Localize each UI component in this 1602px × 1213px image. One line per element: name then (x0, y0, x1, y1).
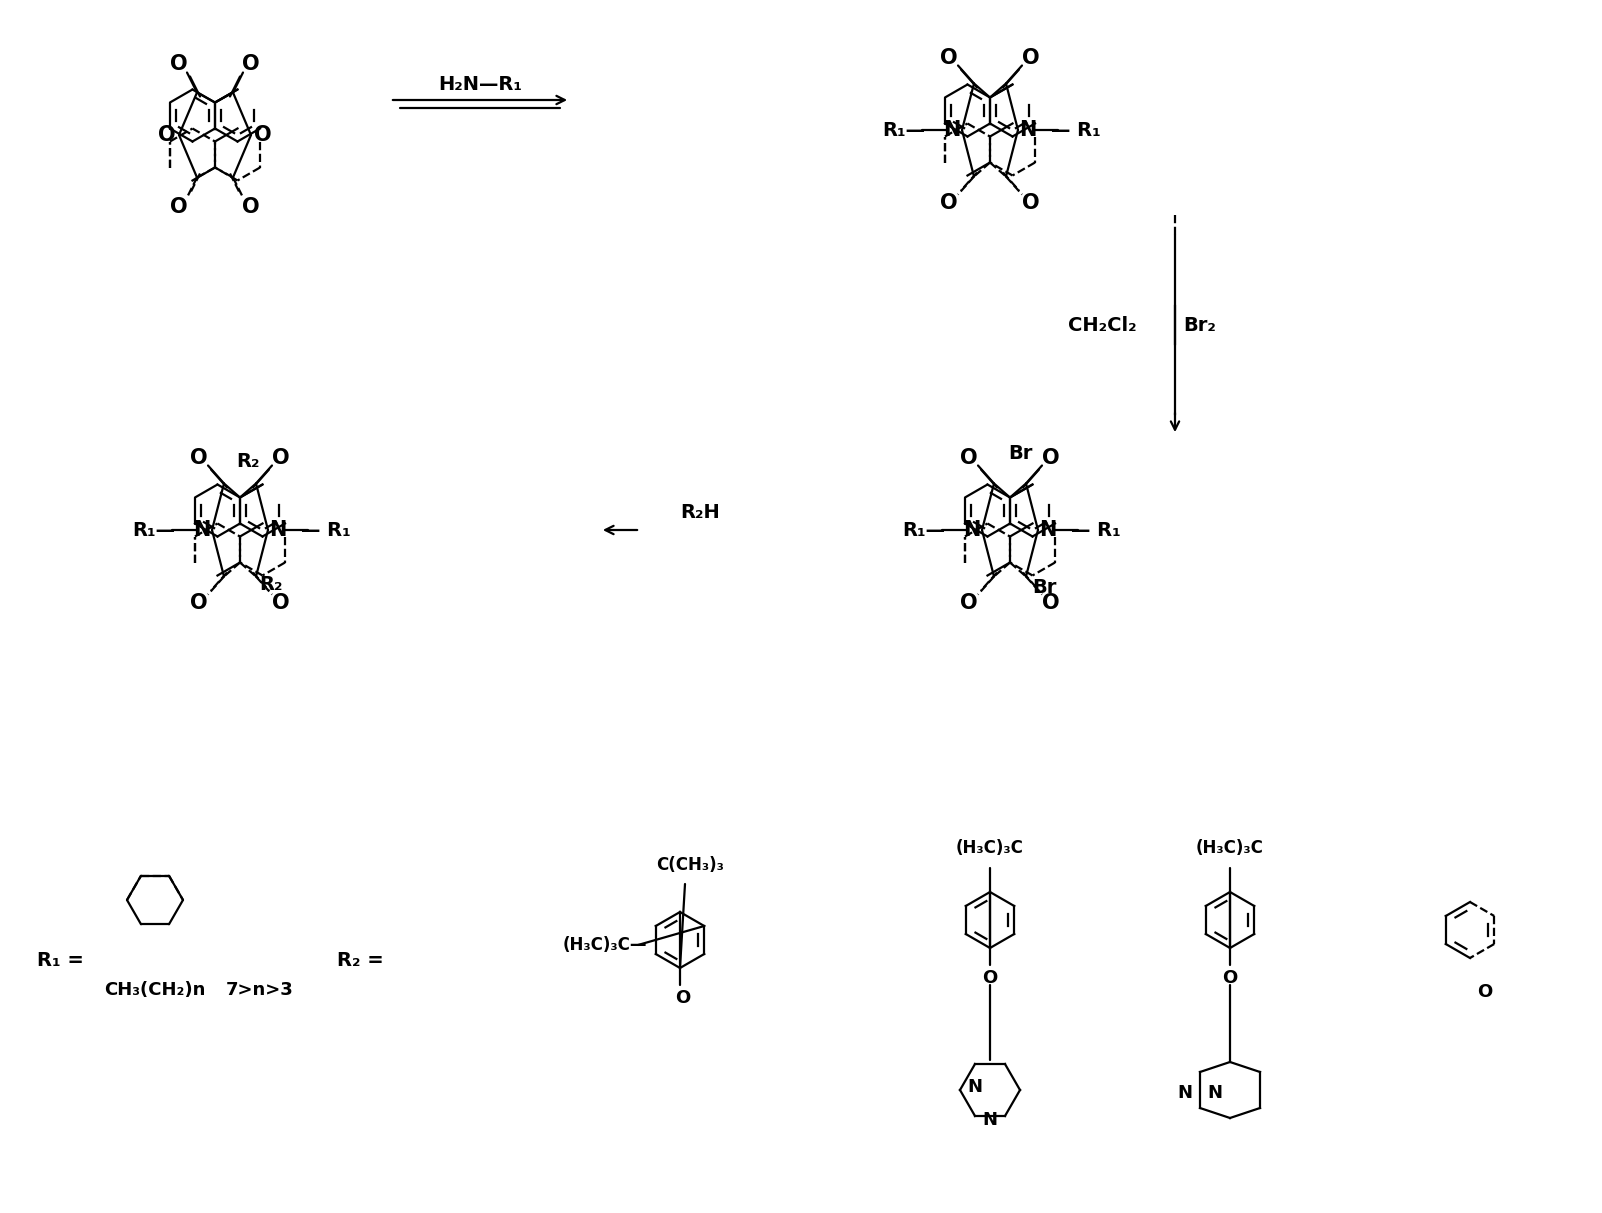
Text: O: O (1022, 47, 1040, 68)
Text: O: O (982, 969, 998, 987)
Text: O: O (960, 448, 977, 467)
Text: N: N (944, 120, 961, 139)
Text: 7>n>3: 7>n>3 (226, 981, 293, 1000)
Text: O: O (272, 592, 290, 613)
Text: O: O (170, 197, 187, 216)
Text: — R₁: — R₁ (1051, 120, 1101, 139)
Text: — R₁: — R₁ (1072, 520, 1121, 540)
Text: R₂H: R₂H (681, 502, 719, 522)
Text: O: O (940, 47, 958, 68)
Text: N: N (1177, 1084, 1192, 1101)
Text: O: O (1022, 193, 1040, 212)
Text: (H₃C)₃C—: (H₃C)₃C— (562, 936, 647, 953)
Text: O: O (960, 592, 977, 613)
Text: R₂: R₂ (235, 451, 260, 471)
Text: N: N (1208, 1084, 1222, 1101)
Text: O: O (255, 125, 272, 146)
Text: CH₃(CH₂)n: CH₃(CH₂)n (104, 981, 205, 1000)
Text: — R₁: — R₁ (301, 520, 351, 540)
Text: Br: Br (1008, 444, 1032, 462)
Text: R₁—: R₁— (133, 520, 176, 540)
Text: N: N (963, 520, 980, 540)
Text: O: O (1043, 448, 1061, 467)
Text: N: N (1040, 520, 1057, 540)
Text: O: O (272, 448, 290, 467)
Text: O: O (676, 989, 690, 1007)
Text: R₁—: R₁— (902, 520, 945, 540)
Text: O: O (940, 193, 958, 212)
Text: O: O (191, 448, 208, 467)
Text: Br: Br (1032, 579, 1057, 597)
Text: Br₂: Br₂ (1182, 315, 1216, 335)
Text: O: O (191, 592, 208, 613)
Text: O: O (170, 53, 187, 74)
Text: H₂N—R₁: H₂N—R₁ (437, 74, 522, 93)
Text: N: N (982, 1111, 998, 1129)
Text: R₂ =: R₂ = (336, 951, 383, 969)
Text: O: O (1043, 592, 1061, 613)
Text: O: O (1222, 969, 1238, 987)
Text: R₂: R₂ (260, 575, 282, 594)
Text: CH₂Cl₂: CH₂Cl₂ (1069, 315, 1137, 335)
Text: O: O (242, 197, 260, 216)
Text: O: O (159, 125, 176, 146)
Text: R₁—: R₁— (883, 120, 926, 139)
Text: (H₃C)₃C: (H₃C)₃C (1197, 839, 1264, 858)
Text: N: N (968, 1078, 982, 1097)
Text: C(CH₃)₃: C(CH₃)₃ (657, 856, 724, 875)
Text: N: N (194, 520, 211, 540)
Text: N: N (269, 520, 287, 540)
Text: N: N (1019, 120, 1036, 139)
Text: R₁ =: R₁ = (37, 951, 83, 969)
Text: (H₃C)₃C: (H₃C)₃C (956, 839, 1024, 858)
Text: O: O (1477, 983, 1493, 1001)
Text: O: O (242, 53, 260, 74)
